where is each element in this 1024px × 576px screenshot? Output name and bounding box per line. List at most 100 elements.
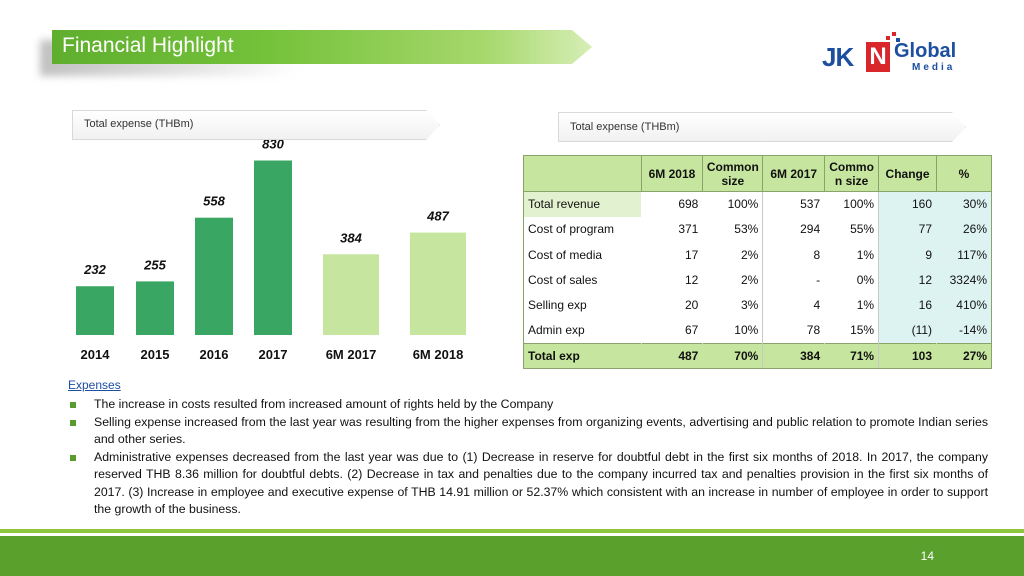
category-label: 6M 2018 <box>413 347 464 362</box>
logo-dots-icon <box>882 30 902 44</box>
table-cell: 53% <box>734 222 759 237</box>
list-item: The increase in costs resulted from incr… <box>68 396 988 414</box>
table-cell: 0% <box>856 273 875 288</box>
table-cell: 698 <box>641 190 703 217</box>
bar <box>76 286 114 335</box>
table-cell: 77 <box>878 216 937 243</box>
category-label: 2017 <box>259 347 288 362</box>
bar <box>254 160 292 335</box>
table-cell: 294 <box>762 216 825 243</box>
table-cell: 1% <box>856 247 875 262</box>
table-cell: 100% <box>824 190 879 217</box>
list-item: Selling expense increased from the last … <box>68 414 988 449</box>
chart-section-title: Total expense (THBm) <box>84 118 194 130</box>
table-cell: 78 <box>762 317 825 344</box>
table-header-label <box>523 155 642 192</box>
table-header-common-size-2017: Commo n size <box>824 155 880 192</box>
bar <box>410 232 466 335</box>
table-cell: 2% <box>740 247 759 262</box>
category-label: 2015 <box>141 347 170 362</box>
category-label: 6M 2017 <box>326 347 377 362</box>
chart-section-header <box>72 110 440 140</box>
table-header-6m2018: 6M 2018 <box>640 155 704 192</box>
table-header-change: Change <box>878 155 938 192</box>
bullet-text: The increase in costs resulted from incr… <box>94 397 554 411</box>
category-label: 2016 <box>200 347 229 362</box>
table-header-row: 6M 2018 Common size 6M 2017 Commo n size… <box>523 155 992 192</box>
table-row-label: Cost of sales <box>523 267 642 293</box>
bar <box>195 217 233 335</box>
table-header-common-size-2018: Common size <box>702 155 764 192</box>
bar-value-label: 255 <box>143 257 166 272</box>
bar-value-label: 232 <box>83 262 106 277</box>
bar-value-label: 487 <box>426 209 449 224</box>
page-title: Financial Highlight <box>62 34 234 57</box>
table-cell: 100% <box>702 190 763 217</box>
table-row: Cost of media 17 2% 8 1% 9 117% <box>523 242 992 268</box>
expense-bar-chart: 232 2014 255 2015 558 2016 830 2017 384 6M 2017 48… <box>76 140 466 362</box>
expenses-label: Expenses <box>68 378 121 392</box>
table-cell: 371 <box>678 222 699 237</box>
bullet-square-icon <box>70 454 76 461</box>
table-cell: 70% <box>702 342 763 370</box>
table-cell: 20 <box>685 298 699 313</box>
logo-n: N <box>866 42 890 72</box>
table-cell: (11) <box>878 317 937 344</box>
table-cell: 4 <box>762 292 825 318</box>
expense-notes-list: The increase in costs resulted from incr… <box>68 396 988 519</box>
footer-divider <box>0 529 1024 533</box>
table-cell: 160 <box>878 190 937 217</box>
bar <box>323 254 379 335</box>
table-cell: 15% <box>850 323 875 338</box>
table-cell: 117% <box>936 242 992 268</box>
table-row: Selling exp 20 3% 4 1% 16 410% <box>523 292 992 318</box>
table-cell: 3% <box>740 298 759 313</box>
table-row: Cost of sales 12 2% -0% 12 3324% <box>523 267 992 293</box>
title-banner <box>52 30 592 64</box>
category-label: 2014 <box>81 347 111 362</box>
logo-media: Media <box>912 62 956 73</box>
table-cell: 30% <box>936 190 992 217</box>
table-cell: -14% <box>936 317 992 344</box>
table-cell: 71% <box>824 342 879 370</box>
table-cell: 27% <box>936 342 992 370</box>
table-header-percent: % <box>936 155 992 192</box>
table-cell: 103 <box>878 342 937 370</box>
table-row: Cost of program 371 53% 294 55% 77 26% <box>523 216 992 243</box>
table-header-6m2017: 6M 2017 <box>762 155 826 192</box>
table-row: Admin exp 67 10% 78 15% (11) -14% <box>523 317 992 344</box>
table-section-title: Total expense (THBm) <box>570 121 680 133</box>
table-row-label: Total revenue <box>523 190 642 217</box>
bullet-text: Selling expense increased from the last … <box>94 414 988 447</box>
table-cell: 3324% <box>936 267 992 293</box>
table-cell: 10% <box>734 323 759 338</box>
list-item: Administrative expenses decreased from t… <box>68 449 988 519</box>
table-total-row: Total exp 487 70% 384 71% 103 27% <box>523 342 992 370</box>
bullet-text: Administrative expenses decreased from t… <box>94 449 988 517</box>
table-cell: 67 <box>685 323 699 338</box>
table-row-label: Selling exp <box>523 292 642 318</box>
table-row-label: Cost of program <box>523 216 642 243</box>
page-number: 14 <box>920 549 934 563</box>
logo-global: Global <box>894 40 957 62</box>
table-row: Total revenue 698 100% 537 100% 160 30% <box>523 190 992 217</box>
table-cell: 2% <box>740 273 759 288</box>
company-logo: JK N Global Media <box>822 30 972 76</box>
table-cell: 17 <box>685 247 699 262</box>
table-cell: 410% <box>936 292 992 318</box>
expense-table: 6M 2018 Common size 6M 2017 Commo n size… <box>523 155 992 370</box>
table-cell: 12 <box>878 267 937 293</box>
table-row-label: Total exp <box>523 342 642 370</box>
bar <box>136 281 174 335</box>
logo-jk: JK <box>822 42 854 72</box>
table-cell: 12 <box>685 273 699 288</box>
table-cell: 16 <box>878 292 937 318</box>
bar-value-label: 830 <box>262 140 284 152</box>
table-cell: - <box>762 267 825 293</box>
bullet-square-icon <box>70 402 76 408</box>
table-cell: 55% <box>850 222 875 237</box>
footer-bar <box>0 536 1024 576</box>
table-cell: 384 <box>762 342 825 370</box>
table-row-label: Admin exp <box>523 317 642 344</box>
bullet-square-icon <box>70 419 76 426</box>
